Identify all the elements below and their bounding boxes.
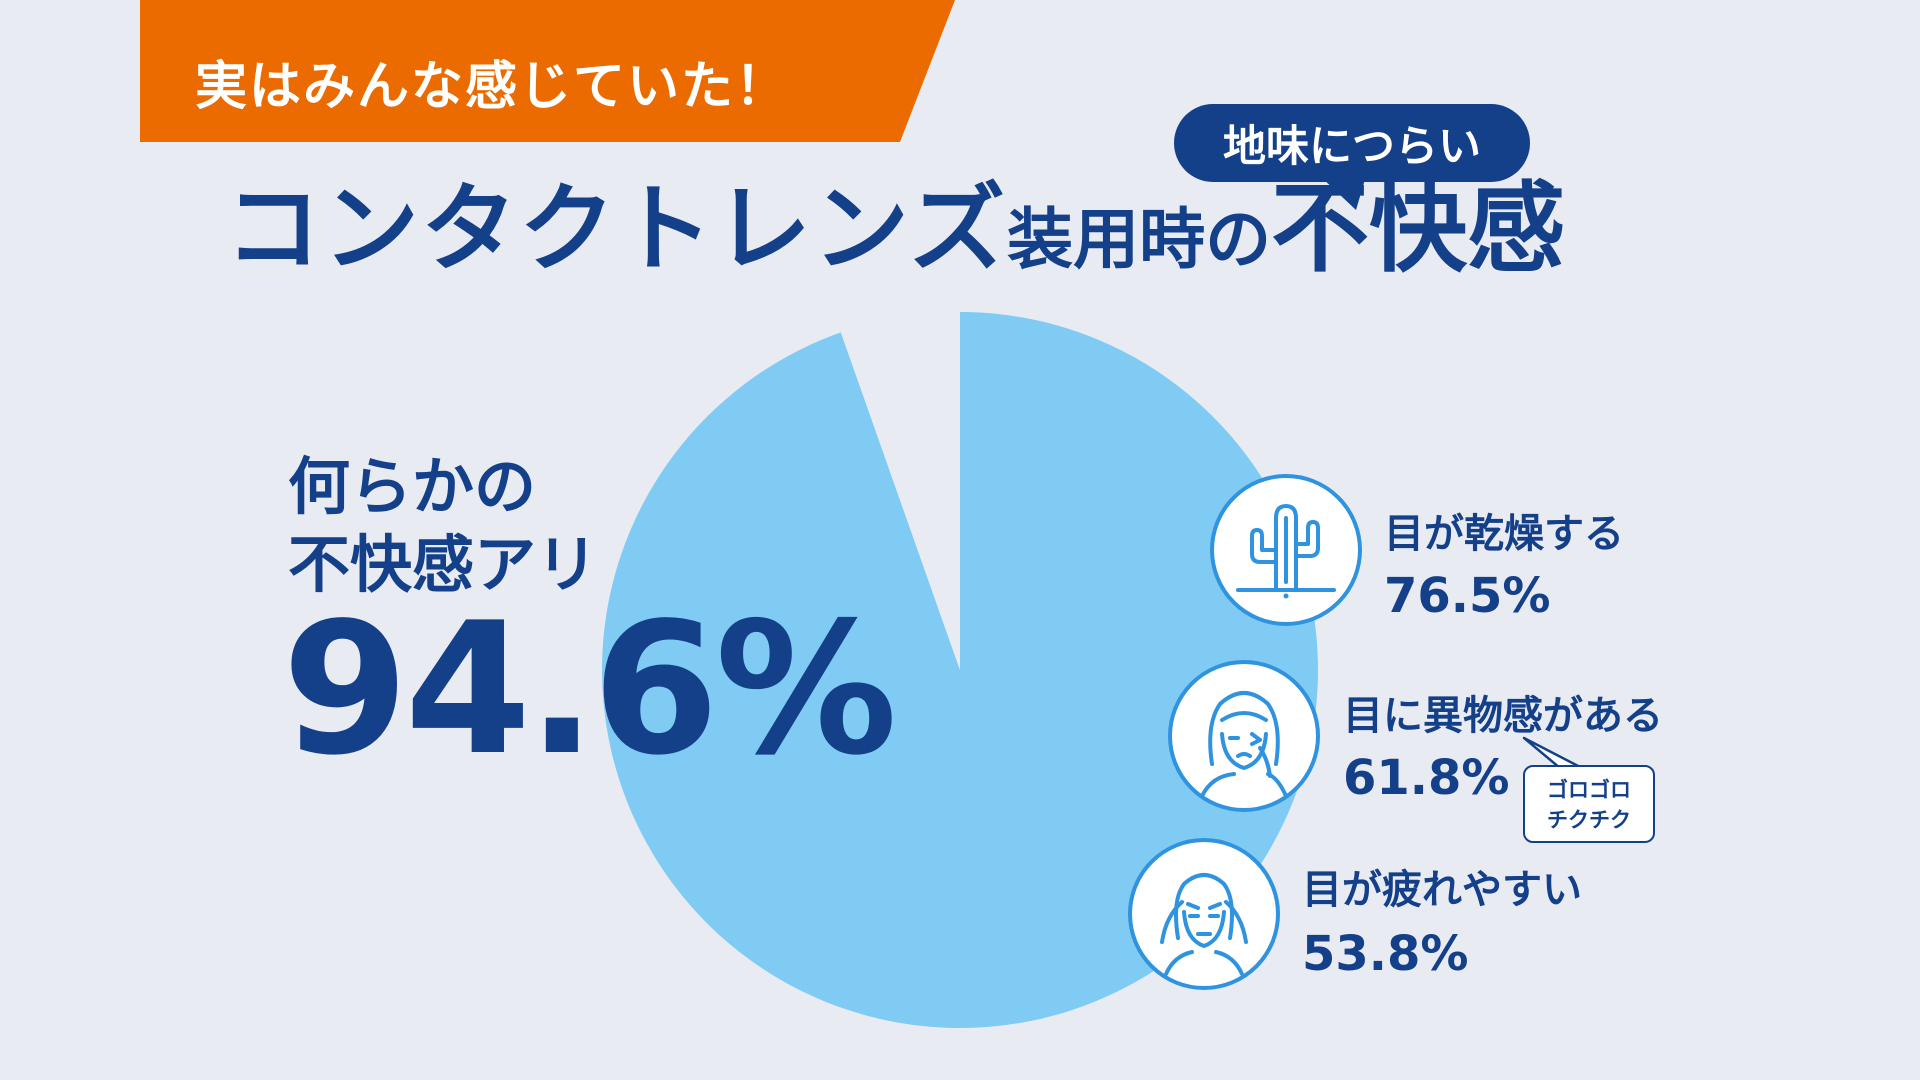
pie-slice-discomfort (601, 312, 1318, 1028)
breakdown-label-3: 目が疲れやすい (1302, 867, 1582, 913)
breakdown-label-1: 目が乾燥する (1384, 511, 1624, 557)
title-main: コンタクトレンズ (225, 173, 1008, 285)
title-emphasis: 不快感 (1271, 172, 1566, 286)
irritated-eye-woman-icon (1168, 660, 1320, 812)
pie-label-line2: 不快感アリ (288, 528, 599, 601)
note-bubble-tail (1522, 736, 1584, 770)
breakdown-label-2: 目に異物感がある (1343, 693, 1663, 739)
note-line2: チクチク (1547, 808, 1631, 832)
pie-chart (601, 312, 1318, 1028)
breakdown-value-2: 61.8% (1343, 750, 1510, 806)
pie-highlight-value: 94.6% (282, 583, 897, 795)
tired-eyes-woman-icon (1128, 838, 1280, 990)
subtitle-bubble-shape (1174, 104, 1530, 210)
title-middle: 装用時の (1007, 201, 1272, 278)
subtitle-bubble: 地味につらい (1223, 122, 1481, 172)
page-title: コンタクトレンズ装用時の不快感 (225, 180, 1565, 278)
breakdown-value-3: 53.8% (1302, 926, 1469, 982)
cactus-icon (1210, 474, 1362, 626)
pie-label-line1: 何らかの (288, 450, 537, 523)
banner-text: 実はみんな感じていた！ (195, 57, 790, 117)
breakdown-value-1: 76.5% (1384, 568, 1551, 624)
pie-highlight-label: 何らかの 不快感アリ (288, 448, 598, 604)
note-line1: ゴロゴロ (1547, 778, 1631, 802)
pie-slice-other (840, 312, 960, 670)
banner-shape (140, 0, 955, 142)
note-bubble: ゴロゴロ チクチク (1523, 765, 1655, 843)
